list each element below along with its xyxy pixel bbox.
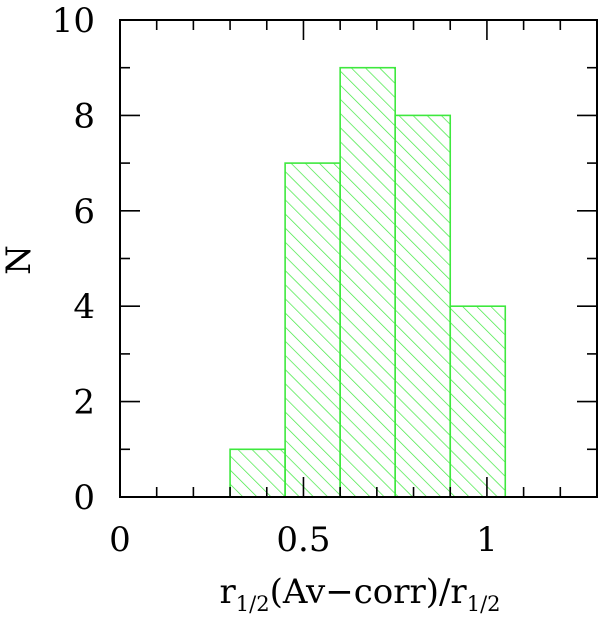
y-tick-label: 2 [73, 383, 95, 423]
x-axis-label-middle: (Av−corr)/r [270, 572, 468, 612]
histogram-bar-4 [394, 114, 452, 498]
histogram-bar-2 [284, 162, 341, 498]
histogram-bar-3 [339, 66, 396, 498]
x-axis-label-r: r [220, 572, 237, 612]
histogram-bar-1 [229, 448, 286, 498]
y-tick-label: 6 [73, 192, 95, 232]
y-tick-label: 4 [73, 287, 95, 327]
x-axis-label-sub: 1/2 [236, 592, 270, 616]
y-tick-label: 8 [73, 96, 95, 136]
histogram-bar-5 [449, 305, 507, 498]
y-tick-label: 10 [52, 1, 95, 41]
plot-frame [119, 19, 598, 498]
y-axis-label: N [0, 245, 39, 275]
x-tick-label: 0 [109, 520, 131, 560]
x-tick-label: 1 [476, 520, 498, 560]
x-axis-label-sub2: 1/2 [467, 592, 501, 616]
x-tick-label: 0.5 [276, 520, 330, 560]
histogram-bars [229, 66, 507, 498]
x-axis-label: r1/2(Av−corr)/r1/2 [220, 572, 501, 616]
y-tick-label: 0 [73, 478, 95, 518]
